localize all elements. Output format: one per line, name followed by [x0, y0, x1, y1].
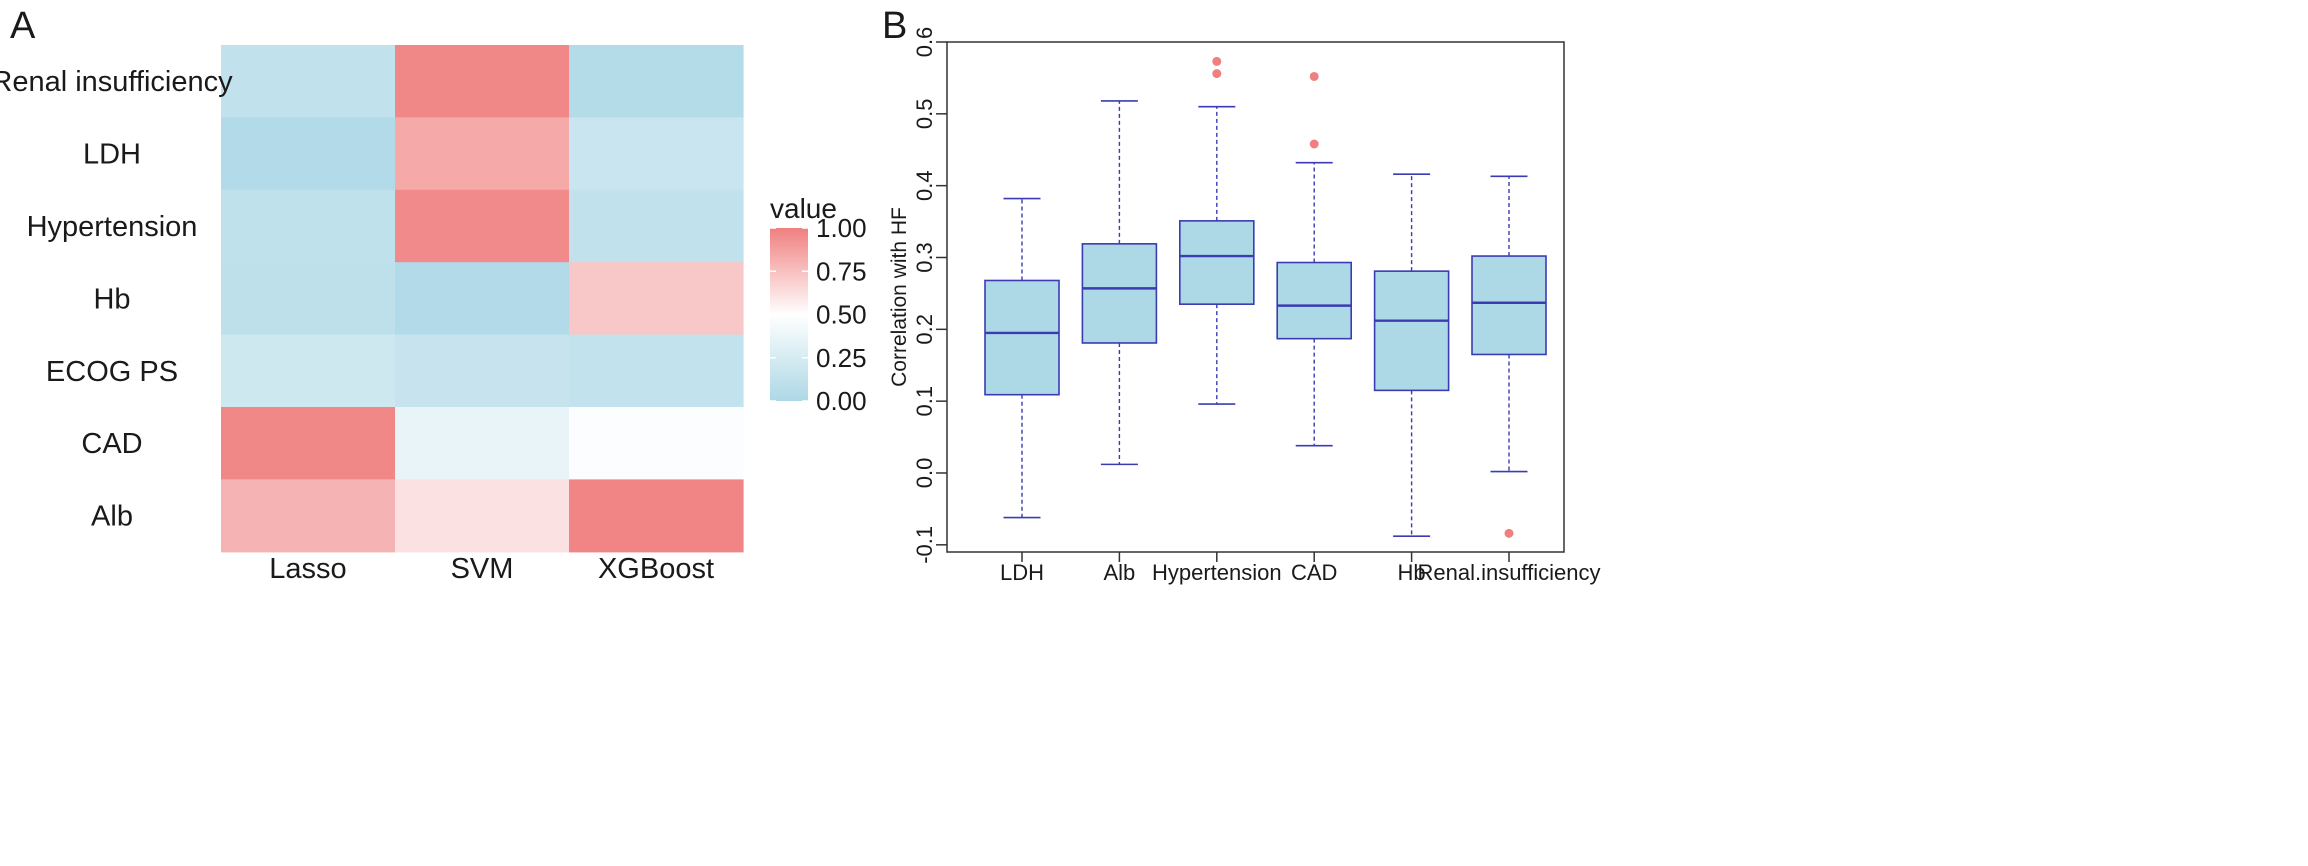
- plot-frame: [946, 41, 1565, 553]
- y-tick-label: 0.0: [912, 458, 937, 489]
- x-category-label: Hb: [1398, 560, 1426, 585]
- heatmap-legend: value 1.00 0.75 0.50 0.25 0.00: [770, 193, 867, 416]
- heatmap-cell: [569, 334, 744, 408]
- panel-a-label: A: [10, 5, 36, 47]
- heatmap-cell: [569, 262, 744, 336]
- y-axis: -0.1 0.0 0.1 0.2 0.3 0.4 0.5 0.6: [912, 27, 947, 564]
- heatmap-cell: [395, 189, 570, 263]
- heatmap-cell: [221, 117, 396, 191]
- boxplot-box-group: [1373, 173, 1450, 537]
- iqr-box: [1276, 261, 1352, 340]
- boxplot-box-group: [1081, 100, 1158, 466]
- heatmap-cell: [569, 479, 744, 553]
- box-series: [984, 56, 1547, 538]
- heatmap-cell: [221, 45, 396, 118]
- outlier-point: [1309, 71, 1319, 81]
- x-axis: LDH Alb Hypertension CAD HbRenal.insufficien…: [1000, 552, 1601, 585]
- legend-tick-label: 1.00: [816, 213, 867, 243]
- iqr-box: [1471, 255, 1547, 356]
- outlier-point: [1504, 528, 1514, 538]
- outlier-point: [1212, 69, 1222, 79]
- heatmap-cell: [221, 334, 396, 408]
- x-category-label: Alb: [1104, 560, 1136, 585]
- legend-ticks: 1.00 0.75 0.50 0.25 0.00: [770, 213, 867, 416]
- boxplot-box-group: [1471, 175, 1547, 538]
- heatmap-cell: [221, 479, 396, 553]
- heatmap-row-label: CAD: [81, 428, 142, 460]
- x-category-label: CAD: [1291, 560, 1337, 585]
- y-axis-label: Correlation with HF: [888, 207, 911, 387]
- heatmap-panel: A Renal insufficiency LDH Hypertension Hb EC…: [0, 5, 867, 585]
- legend-tick-label: 0.25: [816, 343, 867, 373]
- heatmap-column-labels: Lasso SVM XGBoost: [269, 553, 714, 585]
- y-tick-label: 0.4: [912, 170, 937, 201]
- y-tick-label: 0.6: [912, 27, 937, 58]
- heatmap-row-label: Alb: [91, 501, 133, 533]
- heatmap-cell: [395, 334, 570, 408]
- iqr-box: [1179, 220, 1255, 305]
- heatmap-row-labels: Renal insufficiency LDH Hypertension Hb ECOG…: [0, 66, 233, 532]
- heatmap-cell: [221, 262, 396, 336]
- heatmap-row-label: Hypertension: [27, 211, 198, 243]
- legend-tick-label: 0.75: [816, 256, 867, 286]
- heatmap-cell: [221, 189, 396, 263]
- outlier-point: [1309, 139, 1319, 149]
- boxplot-box-group: [984, 197, 1060, 519]
- heatmap-cell: [569, 45, 744, 118]
- legend-title: value: [770, 193, 837, 224]
- iqr-box: [1081, 243, 1158, 344]
- heatmap-row-label: ECOG PS: [46, 356, 178, 388]
- heatmap-cell: [569, 117, 744, 191]
- x-category-label: Renal.insufficiency: [1417, 560, 1600, 585]
- y-tick-label: 0.3: [912, 242, 937, 273]
- heatmap-row-label: Hb: [93, 283, 130, 315]
- x-category-label: Hypertension: [1152, 560, 1282, 585]
- heatmap-cell: [569, 189, 744, 263]
- heatmap-column-label: SVM: [451, 553, 514, 585]
- heatmap-row-label: LDH: [83, 139, 141, 171]
- panel-b-label: B: [882, 5, 907, 47]
- heatmap-cell: [395, 262, 570, 336]
- heatmap-cell: [221, 407, 396, 480]
- boxplot-panel: B -0.1 0.0 0.1 0.2 0.3 0.4 0.5 0.6 Correlation …: [882, 5, 1601, 585]
- x-category-label: LDH: [1000, 560, 1044, 585]
- iqr-box: [1373, 270, 1450, 392]
- legend-colorbar: [770, 228, 808, 401]
- heatmap-column-label: Lasso: [269, 553, 346, 585]
- heatmap-cell: [395, 407, 570, 480]
- y-tick-label: 0.1: [912, 386, 937, 417]
- heatmap-column-label: XGBoost: [598, 553, 714, 585]
- y-tick-label: -0.1: [912, 526, 937, 564]
- boxplot-box-group: [1276, 71, 1352, 447]
- iqr-box: [984, 279, 1060, 396]
- heatmap-cells: [221, 45, 744, 553]
- y-tick-label: 0.5: [912, 99, 937, 130]
- boxplot-box-group: [1179, 56, 1255, 405]
- outlier-point: [1212, 56, 1222, 66]
- legend-tick-label: 0.00: [816, 386, 867, 416]
- legend-tick-label: 0.50: [816, 300, 867, 330]
- heatmap-row-label: Renal insufficiency: [0, 66, 233, 98]
- heatmap-cell: [395, 479, 570, 553]
- y-tick-label: 0.2: [912, 314, 937, 345]
- heatmap-cell: [395, 117, 570, 191]
- heatmap-cell: [569, 407, 744, 480]
- heatmap-cell: [395, 45, 570, 118]
